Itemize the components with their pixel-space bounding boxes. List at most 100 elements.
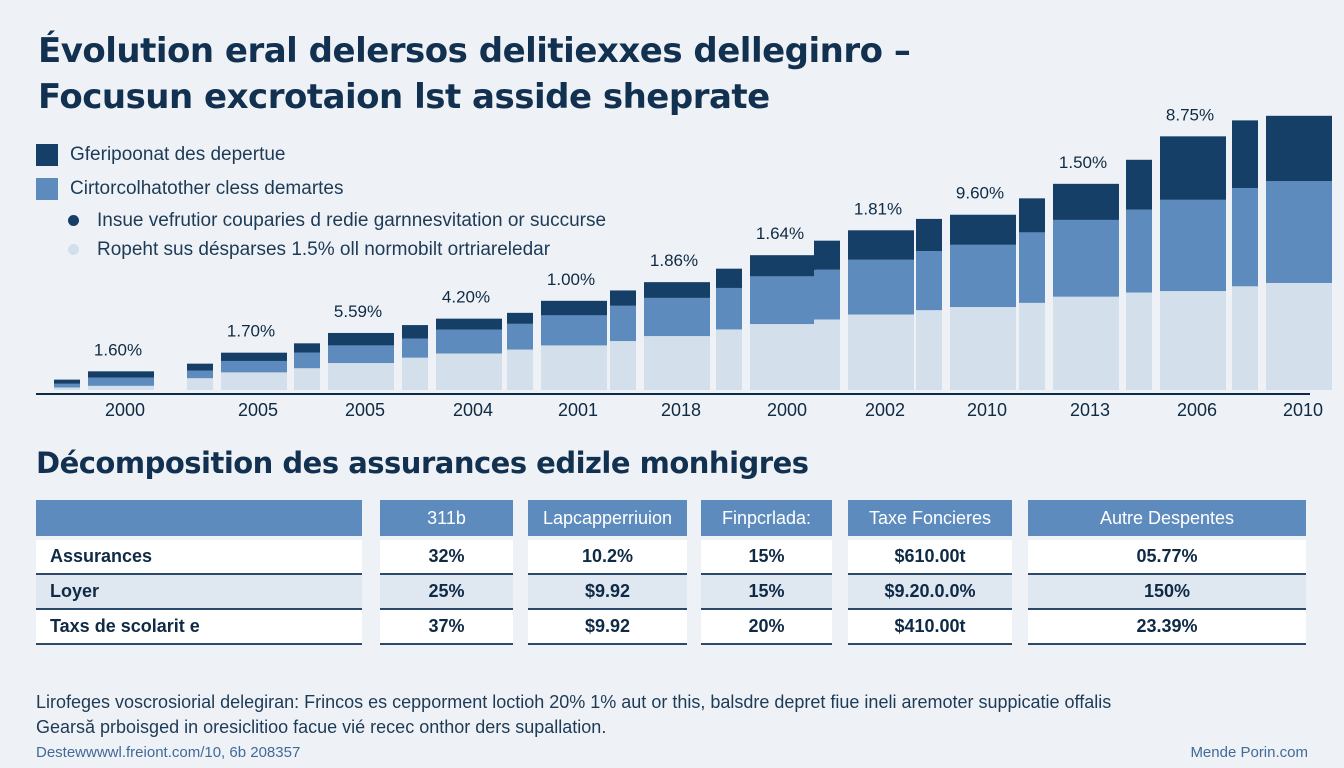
x-tick-label: 2000 xyxy=(767,400,807,420)
table-header-cell[interactable]: 311b xyxy=(380,500,513,536)
table-cell: 23.39% xyxy=(1028,610,1306,645)
data-label: 1.70% xyxy=(227,322,275,341)
table-cell: 15% xyxy=(701,540,832,575)
bar-segment-mid xyxy=(1019,232,1045,303)
brand-link[interactable]: Mende Porin.com xyxy=(1190,744,1308,761)
table-cell: $410.00t xyxy=(848,610,1012,645)
bar-segment-mid xyxy=(402,338,428,358)
bar-segment-mid xyxy=(294,352,320,369)
data-label: 5.59% xyxy=(334,302,382,321)
bar-segment-dark xyxy=(187,363,213,371)
chart-title: Évolution eral delersos delitiexxes dell… xyxy=(38,28,911,120)
bar-segment-light xyxy=(541,345,607,390)
table-column: 311b 32% 25% 37% xyxy=(380,500,513,645)
legend-swatch-dark xyxy=(36,144,58,166)
x-tick-label: 2018 xyxy=(661,400,701,420)
x-tick-label: 2000 xyxy=(105,400,145,420)
table-cell: $9.92 xyxy=(528,610,687,645)
table-cell: 20% xyxy=(701,610,832,645)
table-header-cell[interactable]: Taxe Foncieres xyxy=(848,500,1012,536)
bar-segment-light xyxy=(221,372,287,390)
table-row-label: Taxs de scolarit e xyxy=(36,610,362,645)
x-tick-label: 2006 xyxy=(1177,400,1217,420)
bar-segment-mid xyxy=(328,345,394,364)
bar-segment-light xyxy=(187,378,213,390)
bar-segment-light xyxy=(88,385,154,390)
table-cell: 15% xyxy=(701,575,832,610)
x-tick-label: 2013 xyxy=(1070,400,1110,420)
bar-segment-light xyxy=(1232,286,1258,390)
bar-segment-dark xyxy=(1160,136,1226,200)
bar-segment-dark xyxy=(1019,198,1045,233)
bar-segment-light xyxy=(1160,291,1226,390)
bar-segment-dark xyxy=(436,318,502,330)
bar-segment-light xyxy=(848,314,914,390)
bar-segment-mid xyxy=(54,383,80,388)
bar-segment-mid xyxy=(1232,187,1258,287)
table-header-cell[interactable] xyxy=(36,500,362,536)
data-label: 4.20% xyxy=(442,288,490,307)
legend-label-mid: Cirtorcolhatother cless demartes xyxy=(70,178,344,199)
bar-segment-dark xyxy=(750,255,816,277)
bar-segment-mid xyxy=(716,287,742,330)
table-cell: $9.20.0.0% xyxy=(848,575,1012,610)
x-tick-label: 2005 xyxy=(238,400,278,420)
bar-segment-dark xyxy=(507,312,533,324)
footnote: Lirofeges voscrosiorial delegiran: Frinc… xyxy=(36,690,1111,740)
bar-segment-dark xyxy=(88,371,154,378)
bar-segment-light xyxy=(814,319,840,390)
data-label: 18.51% xyxy=(1267,100,1325,104)
x-tick-label: 2001 xyxy=(558,400,598,420)
table-header-cell[interactable]: Autre Despentes xyxy=(1028,500,1306,536)
bar-segment-light xyxy=(750,324,816,390)
bar-segment-mid xyxy=(950,244,1016,308)
bar-segment-mid xyxy=(610,305,636,342)
data-label: 1.50% xyxy=(1059,153,1107,172)
x-tick-label: 2005 xyxy=(345,400,385,420)
table-header-cell[interactable]: Lapcapperriuion xyxy=(528,500,687,536)
table-cell: 25% xyxy=(380,575,513,610)
bar-segment-dark xyxy=(221,352,287,361)
table-cell: 05.77% xyxy=(1028,540,1306,575)
bar-segment-light xyxy=(644,336,710,390)
table-cell: $610.00t xyxy=(848,540,1012,575)
bar-segment-dark xyxy=(1126,159,1152,210)
bar-segment-dark xyxy=(1053,183,1119,220)
bar-segment-dark xyxy=(610,290,636,306)
data-label: 1.64% xyxy=(756,224,804,243)
table-cell: $9.92 xyxy=(528,575,687,610)
table-header-cell[interactable]: Finpcrlada: xyxy=(701,500,832,536)
bar-segment-mid xyxy=(916,251,942,311)
table-cell: 10.2% xyxy=(528,540,687,575)
table-column: Autre Despentes 05.77% 150% 23.39% xyxy=(1028,500,1306,645)
x-tick-label: 2002 xyxy=(865,400,905,420)
bar-segment-mid xyxy=(644,297,710,337)
bar-segment-dark xyxy=(716,268,742,288)
legend-note-label-dark: Insue vefrutior couparies d redie garnne… xyxy=(97,209,607,231)
bar-segment-light xyxy=(402,357,428,390)
bar-segment-light xyxy=(1266,282,1332,390)
bar-segment-dark xyxy=(294,343,320,353)
data-label: 9.60% xyxy=(956,184,1004,203)
data-label: 1.81% xyxy=(854,199,902,218)
bar-segment-light xyxy=(950,307,1016,390)
bar-segment-light xyxy=(1019,302,1045,390)
bar-segment-mid xyxy=(1160,199,1226,292)
bar-segment-mid xyxy=(436,329,502,354)
table-title: Décomposition des assurances edizle monh… xyxy=(36,446,809,480)
legend-note-label-light: Ropeht sus désparses 1.5% oll normobilt … xyxy=(97,238,551,260)
bar-segment-dark xyxy=(644,282,710,298)
data-label: 1.00% xyxy=(547,270,595,289)
bar-segment-mid xyxy=(1126,209,1152,293)
bar-segment-dark xyxy=(848,230,914,260)
legend-note-light: Ropeht sus désparses 1.5% oll normobilt … xyxy=(68,235,606,264)
bar-segment-mid xyxy=(848,259,914,315)
bar-segment-light xyxy=(916,310,942,390)
title-line-2: Focusun excrotaion lst asside sheprate xyxy=(38,77,770,117)
footnote-line-1: Lirofeges voscrosiorial delegiran: Frinc… xyxy=(36,692,1112,712)
legend-note-dark: Insue vefrutior couparies d redie garnne… xyxy=(68,206,606,235)
bar-segment-dark xyxy=(402,325,428,339)
source-link[interactable]: Destewwwwl.freiont.com/10, 6b 208357 xyxy=(36,744,301,761)
data-label: 8.75% xyxy=(1166,105,1214,124)
bar-segment-dark xyxy=(541,300,607,316)
